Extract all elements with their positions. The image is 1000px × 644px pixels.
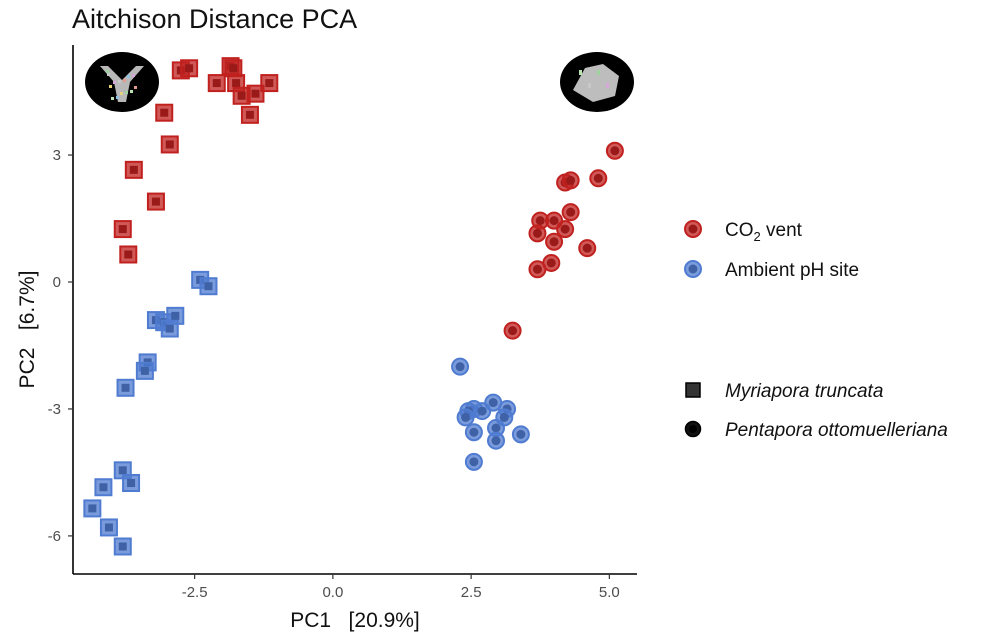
legend-item-shape-0: Myriapora truncata — [685, 381, 883, 402]
data-point-s1-p12-core — [88, 504, 97, 513]
data-point-s0-p9-core — [245, 110, 254, 119]
data-point-s2-p11-core — [546, 258, 556, 268]
data-point-s2-p6-core — [535, 216, 545, 226]
data-point-s2-p13-core — [508, 326, 518, 336]
data-point-s0-p14-core — [118, 225, 127, 234]
points-layer — [83, 57, 624, 556]
data-point-s0-p5-core — [232, 79, 241, 88]
x-tick-label: 5.0 — [599, 584, 620, 601]
legend-item-shape-1: Pentapora ottomuelleriana — [684, 420, 948, 441]
data-point-s0-p15-core — [124, 250, 133, 259]
x-tick-label: 0.0 — [322, 584, 343, 601]
data-point-s2-p7-core — [560, 224, 570, 234]
data-point-s0-p1-core — [185, 64, 194, 73]
data-point-s3-p7-core — [499, 412, 509, 422]
x-tick-label: -2.5 — [182, 584, 208, 601]
data-point-s3-p1-core — [488, 398, 498, 408]
legend-label: CO2 vent — [725, 220, 803, 244]
y-tick-label: 0 — [53, 274, 61, 291]
legend-label: Ambient pH site — [725, 260, 859, 281]
data-point-s0-p10-core — [160, 108, 169, 117]
data-point-s3-p12-core — [469, 457, 479, 467]
data-point-s1-p11-core — [127, 479, 136, 488]
data-point-s0-p7-core — [251, 89, 260, 98]
data-point-s1-p8-core — [121, 383, 130, 392]
legend-label: Myriapora truncata — [725, 381, 883, 402]
data-point-s2-p10-core — [582, 243, 592, 253]
chart-title: Aitchison Distance PCA — [72, 4, 358, 34]
data-point-s0-p4-core — [212, 79, 221, 88]
pentapora-colony-inset — [560, 52, 634, 112]
data-point-s0-p3-core — [229, 64, 238, 73]
data-point-s3-p4-core — [477, 406, 487, 416]
data-point-s2-p5-core — [549, 216, 559, 226]
data-point-s1-p10-core — [118, 466, 127, 475]
data-point-s2-p4-core — [566, 207, 576, 217]
y-tick-label: 3 — [53, 147, 61, 164]
data-point-s2-p12-core — [532, 264, 542, 274]
data-point-s1-p7-core — [140, 366, 149, 375]
x-tick-label: 2.5 — [461, 584, 482, 601]
y-tick-label: -3 — [48, 401, 61, 418]
data-point-s3-p8-core — [491, 423, 501, 433]
data-point-s1-p9-core — [99, 483, 108, 492]
data-point-s1-p4-core — [165, 324, 174, 333]
axes-layer: -2.5 0.0 2.5 5.0 -6 -3 0 3 PC1 [20.9%] PC2 [6.7%] — [16, 45, 637, 632]
data-point-s3-p10-core — [516, 429, 526, 439]
legend-key-core — [688, 264, 698, 274]
legend-key-square — [685, 382, 701, 398]
data-point-s2-p1-core — [593, 173, 603, 183]
data-point-s2-p0-core — [610, 146, 620, 156]
data-point-s2-p9-core — [549, 237, 559, 247]
legend-item-color-0: CO2 vent — [684, 220, 803, 244]
x-axis-title: PC1 [20.9%] — [290, 609, 420, 632]
y-tick-label: -6 — [48, 528, 61, 545]
data-point-s3-p0-core — [455, 362, 465, 372]
data-point-s3-p11-core — [491, 436, 501, 446]
data-point-s1-p13-core — [104, 523, 113, 532]
y-axis-title: PC2 [6.7%] — [16, 271, 39, 389]
data-point-s1-p14-core — [118, 542, 127, 551]
data-point-s0-p6-core — [237, 91, 246, 100]
data-point-s3-p6-core — [461, 412, 471, 422]
data-point-s0-p11-core — [165, 140, 174, 149]
insets-layer — [85, 52, 634, 112]
data-point-s1-p1-core — [204, 282, 213, 291]
legend-label: Pentapora ottomuelleriana — [725, 420, 948, 441]
legend-item-color-1: Ambient pH site — [684, 260, 859, 281]
legend-key-core — [688, 224, 698, 234]
data-point-s3-p9-core — [469, 427, 479, 437]
myriapora-colony-inset — [85, 52, 159, 112]
data-point-s0-p8-core — [265, 79, 274, 88]
legend-layer: CO2 vent Ambient pH site Myriapora truncat… — [684, 220, 948, 441]
data-point-s0-p13-core — [151, 197, 160, 206]
data-point-s2-p3-core — [566, 175, 576, 185]
data-point-s0-p12-core — [129, 165, 138, 174]
data-point-s2-p8-core — [532, 228, 542, 238]
data-point-s1-p5-core — [171, 311, 180, 320]
